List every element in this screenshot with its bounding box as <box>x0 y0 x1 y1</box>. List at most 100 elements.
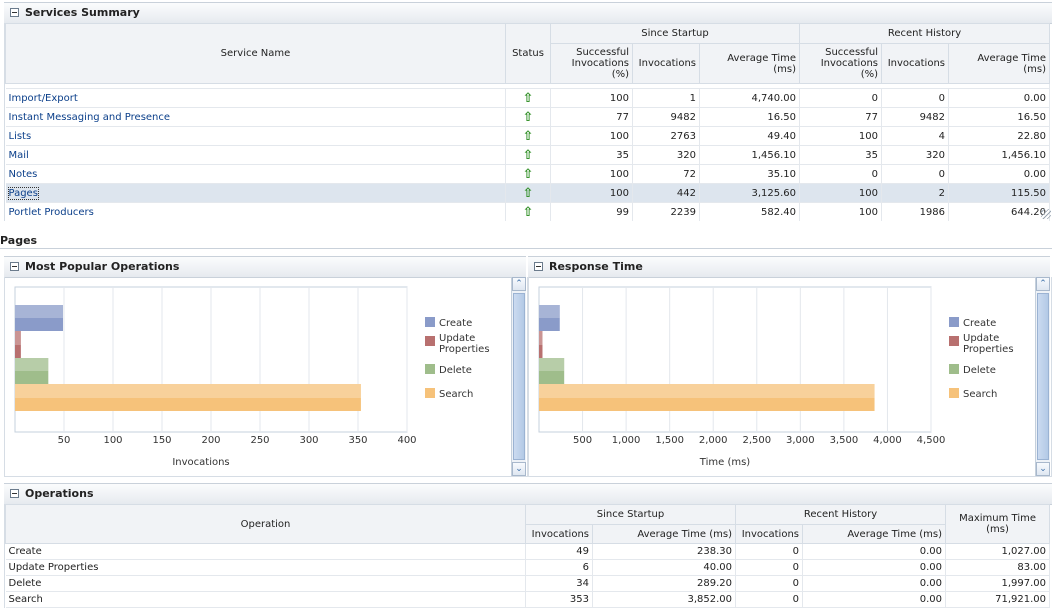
popular-ops-scrollbar[interactable]: ⌃ ⌄ <box>511 277 526 476</box>
cell-s-inv: 320 <box>632 145 700 165</box>
collapse-icon[interactable] <box>10 262 19 271</box>
cell-r-avg: 0.00 <box>948 88 1051 108</box>
services-summary-table: Service Name Status Since Startup Recent… <box>5 23 1051 221</box>
col-header-invocations[interactable]: Invocations <box>525 524 593 544</box>
col-header-status[interactable]: Status <box>505 23 551 84</box>
bar-delete <box>539 358 565 384</box>
resize-grip-icon[interactable] <box>1041 209 1051 219</box>
col-header-recent-invocations[interactable]: Invocations <box>881 43 950 84</box>
legend-label: Delete <box>439 365 472 376</box>
cell-s-avg: 3,852.00 <box>592 591 737 608</box>
cell-s-avg: 3,125.60 <box>699 183 801 203</box>
cell-s-inv: 2239 <box>632 202 700 221</box>
cell-r-inv: 0 <box>735 559 804 576</box>
cell-r-pct: 35 <box>799 145 883 165</box>
cell-s-avg: 238.30 <box>592 543 737 560</box>
cell-s-avg: 4,740.00 <box>699 88 801 108</box>
col-header-successful[interactable]: Successful Invocations (%) <box>550 43 633 84</box>
group-header-since-startup: Since Startup <box>524 504 737 525</box>
x-tick-label: 1,500 <box>655 435 684 446</box>
col-header-avg-time[interactable]: Average Time (ms) <box>591 524 737 544</box>
collapse-icon[interactable] <box>10 8 19 17</box>
operation-name-cell: Create <box>5 543 526 560</box>
table-row[interactable]: Portlet Producers ⇧ 99 2239 582.40 100 1986 644… <box>5 202 1051 221</box>
legend-label: Delete <box>963 365 996 376</box>
service-link[interactable]: Import/Export <box>8 92 78 104</box>
service-name-cell: Notes <box>5 164 506 184</box>
scroll-up-icon[interactable]: ⌃ <box>1036 277 1050 291</box>
col-header-service-name[interactable]: Service Name <box>5 23 506 84</box>
service-link[interactable]: Notes <box>8 168 38 180</box>
bar-update-properties <box>539 331 543 358</box>
col-header-recent-successful[interactable]: Successful Invocations (%) <box>799 43 883 84</box>
cell-s-inv: 2763 <box>632 126 700 146</box>
cell-r-inv: 1986 <box>881 202 950 221</box>
legend-label: Search <box>439 389 473 400</box>
table-row[interactable]: Pages ⇧ 100 442 3,125.60 100 2 115.50 <box>5 183 1051 203</box>
col-header-recent-invocations[interactable]: Invocations <box>735 524 804 544</box>
bar-update-properties <box>15 331 21 358</box>
table-row[interactable]: Instant Messaging and Presence ⇧ 77 9482 16.… <box>5 107 1051 127</box>
legend-swatch <box>425 336 435 346</box>
table-row[interactable]: Mail ⇧ 35 320 1,456.10 35 320 1,456.10 <box>5 145 1051 165</box>
up-arrow-icon: ⇧ <box>522 109 534 125</box>
bar-delete <box>15 358 49 384</box>
operations-title: Operations <box>25 487 94 500</box>
cell-s-avg: 289.20 <box>592 575 737 592</box>
x-tick-label: 150 <box>152 435 171 446</box>
cell-r-avg: 1,456.10 <box>948 145 1051 165</box>
cell-r-inv: 2 <box>881 183 950 203</box>
table-row[interactable]: Update Properties 6 40.00 0 0.00 83.00 <box>5 559 1051 576</box>
scroll-thumb[interactable] <box>513 293 525 460</box>
service-link[interactable]: Pages <box>7 186 39 200</box>
legend-label: Update <box>963 333 999 344</box>
col-header-max-time[interactable]: Maximum Time (ms) <box>945 504 1051 544</box>
col-header-invocations[interactable]: Invocations <box>632 43 700 84</box>
up-arrow-icon: ⇧ <box>522 90 534 106</box>
cell-s-avg: 582.40 <box>699 202 801 221</box>
table-row[interactable]: Lists ⇧ 100 2763 49.40 100 4 22.80 <box>5 126 1051 146</box>
col-header-recent-avg-time[interactable]: Average Time (ms) <box>948 43 1051 84</box>
legend-label: Create <box>439 318 472 329</box>
section-divider <box>0 248 1052 249</box>
col-header-recent-avg-time[interactable]: Average Time (ms) <box>802 524 947 544</box>
response-time-scrollbar[interactable]: ⌃ ⌄ <box>1035 277 1050 476</box>
cell-s-pct: 100 <box>550 88 633 108</box>
group-header-since-startup: Since Startup <box>549 23 801 44</box>
scroll-up-icon[interactable]: ⌃ <box>512 277 526 291</box>
collapse-icon[interactable] <box>534 262 543 271</box>
cell-s-inv: 34 <box>525 575 593 592</box>
scroll-down-icon[interactable]: ⌄ <box>1036 462 1050 476</box>
cell-s-pct: 99 <box>550 202 633 221</box>
scroll-down-icon[interactable]: ⌄ <box>512 462 526 476</box>
service-link[interactable]: Portlet Producers <box>8 206 94 218</box>
table-row[interactable]: Search 353 3,852.00 0 0.00 71,921.00 <box>5 591 1051 608</box>
legend-label: Create <box>963 318 996 329</box>
service-link[interactable]: Instant Messaging and Presence <box>8 111 171 123</box>
group-header-recent-history: Recent History <box>799 23 1051 44</box>
bar-create <box>539 305 560 331</box>
table-row[interactable]: Create 49 238.30 0 0.00 1,027.00 <box>5 543 1051 560</box>
scroll-thumb[interactable] <box>1037 293 1049 460</box>
table-row[interactable]: Delete 34 289.20 0 0.00 1,997.00 <box>5 575 1051 592</box>
legend-label: Search <box>963 389 997 400</box>
col-header-operation[interactable]: Operation <box>5 504 526 544</box>
status-cell: ⇧ <box>505 145 551 165</box>
cell-s-inv: 72 <box>632 164 700 184</box>
cell-r-avg: 22.80 <box>948 126 1051 146</box>
x-tick-label: 250 <box>250 435 269 446</box>
collapse-icon[interactable] <box>10 489 19 498</box>
cell-max: 1,027.00 <box>945 543 1051 560</box>
service-link[interactable]: Lists <box>8 130 32 142</box>
popular-ops-title: Most Popular Operations <box>25 260 180 273</box>
table-row[interactable]: Notes ⇧ 100 72 35.10 0 0 0.00 <box>5 164 1051 184</box>
cell-r-avg: 0.00 <box>802 575 947 592</box>
status-cell: ⇧ <box>505 107 551 127</box>
legend-swatch <box>949 388 959 398</box>
cell-r-avg: 16.50 <box>948 107 1051 127</box>
table-row[interactable]: Import/Export ⇧ 100 1 4,740.00 0 0 0.00 <box>5 88 1051 108</box>
col-header-avg-time[interactable]: Average Time (ms) <box>698 43 801 84</box>
legend-swatch <box>425 364 435 374</box>
up-arrow-icon: ⇧ <box>522 204 534 220</box>
service-link[interactable]: Mail <box>8 149 29 161</box>
